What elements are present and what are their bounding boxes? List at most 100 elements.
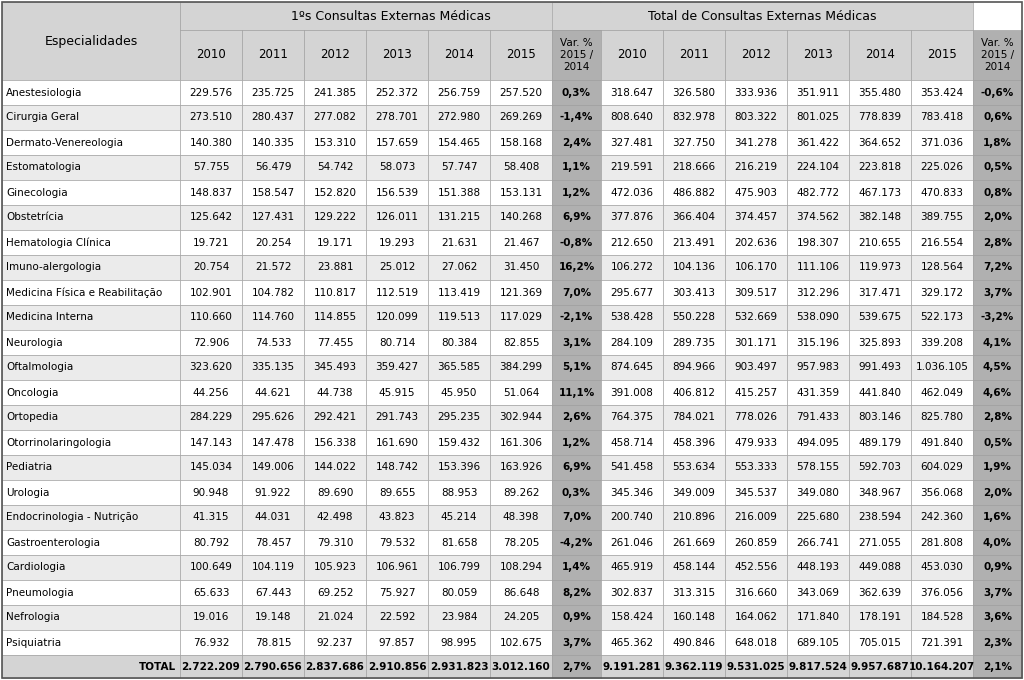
- Bar: [242, 380, 304, 405]
- Text: 903.497: 903.497: [734, 362, 777, 373]
- Text: 327.750: 327.750: [673, 137, 716, 148]
- Bar: [973, 505, 1022, 530]
- Text: 361.422: 361.422: [797, 137, 840, 148]
- Text: 89.262: 89.262: [503, 488, 540, 498]
- Bar: [366, 355, 428, 380]
- Bar: [601, 105, 663, 130]
- Text: 479.933: 479.933: [734, 437, 777, 447]
- Text: Psiquiatria: Psiquiatria: [6, 638, 61, 647]
- Bar: [552, 455, 601, 480]
- Bar: [849, 80, 911, 105]
- Bar: [552, 405, 601, 430]
- Text: 280.437: 280.437: [252, 112, 295, 122]
- Bar: [973, 80, 1022, 105]
- Text: 2,1%: 2,1%: [983, 662, 1012, 672]
- Text: 808.640: 808.640: [610, 112, 653, 122]
- Bar: [428, 30, 490, 80]
- Bar: [242, 280, 304, 305]
- Bar: [973, 205, 1022, 230]
- Text: 1,2%: 1,2%: [562, 437, 591, 447]
- Text: 4,1%: 4,1%: [983, 337, 1012, 347]
- Text: 216.009: 216.009: [734, 513, 777, 522]
- Bar: [304, 505, 366, 530]
- Bar: [601, 255, 663, 280]
- Text: 721.391: 721.391: [921, 638, 964, 647]
- Bar: [911, 480, 973, 505]
- Text: 21.024: 21.024: [316, 613, 353, 622]
- Bar: [849, 505, 911, 530]
- Bar: [180, 180, 242, 205]
- Bar: [180, 305, 242, 330]
- Bar: [787, 605, 849, 630]
- Text: 284.229: 284.229: [189, 413, 232, 422]
- Bar: [490, 380, 552, 405]
- Bar: [490, 505, 552, 530]
- Text: 80.792: 80.792: [193, 537, 229, 547]
- Bar: [725, 330, 787, 355]
- Bar: [366, 630, 428, 655]
- Bar: [242, 105, 304, 130]
- Text: 78.205: 78.205: [503, 537, 540, 547]
- Bar: [973, 380, 1022, 405]
- Text: 266.741: 266.741: [797, 537, 840, 547]
- Text: 2.790.656: 2.790.656: [244, 662, 302, 672]
- Bar: [973, 105, 1022, 130]
- Bar: [601, 455, 663, 480]
- Bar: [601, 530, 663, 555]
- Bar: [180, 405, 242, 430]
- Bar: [601, 655, 663, 678]
- Text: 117.029: 117.029: [500, 313, 543, 322]
- Bar: [490, 305, 552, 330]
- Bar: [428, 305, 490, 330]
- Text: 2013: 2013: [803, 48, 833, 61]
- Text: 415.257: 415.257: [734, 388, 777, 398]
- Bar: [552, 180, 601, 205]
- Bar: [428, 405, 490, 430]
- Bar: [725, 30, 787, 80]
- Bar: [787, 405, 849, 430]
- Bar: [849, 30, 911, 80]
- Bar: [490, 630, 552, 655]
- Bar: [428, 180, 490, 205]
- Bar: [242, 655, 304, 678]
- Bar: [911, 430, 973, 455]
- Text: 371.036: 371.036: [921, 137, 964, 148]
- Bar: [490, 255, 552, 280]
- Text: 764.375: 764.375: [610, 413, 653, 422]
- Text: 359.427: 359.427: [376, 362, 419, 373]
- Text: 148.742: 148.742: [376, 462, 419, 473]
- Bar: [849, 205, 911, 230]
- Bar: [787, 455, 849, 480]
- Text: 149.006: 149.006: [252, 462, 295, 473]
- Bar: [849, 430, 911, 455]
- Bar: [2, 430, 180, 455]
- Text: 79.310: 79.310: [316, 537, 353, 547]
- Bar: [601, 155, 663, 180]
- Text: 9.957.687: 9.957.687: [851, 662, 909, 672]
- Bar: [490, 405, 552, 430]
- Text: 317.471: 317.471: [858, 288, 901, 298]
- Bar: [663, 655, 725, 678]
- Text: 278.701: 278.701: [376, 112, 419, 122]
- Bar: [428, 655, 490, 678]
- Bar: [242, 230, 304, 255]
- Text: 301.171: 301.171: [734, 337, 777, 347]
- Bar: [366, 430, 428, 455]
- Bar: [304, 405, 366, 430]
- Text: 329.172: 329.172: [921, 288, 964, 298]
- Bar: [601, 630, 663, 655]
- Text: 1,4%: 1,4%: [562, 562, 591, 573]
- Text: 553.333: 553.333: [734, 462, 777, 473]
- Bar: [180, 480, 242, 505]
- Bar: [601, 555, 663, 580]
- Text: 269.269: 269.269: [500, 112, 543, 122]
- Bar: [911, 455, 973, 480]
- Text: 538.428: 538.428: [610, 313, 653, 322]
- Text: 140.380: 140.380: [189, 137, 232, 148]
- Bar: [725, 455, 787, 480]
- Text: 874.645: 874.645: [610, 362, 653, 373]
- Bar: [911, 330, 973, 355]
- Text: 825.780: 825.780: [921, 413, 964, 422]
- Text: 538.090: 538.090: [797, 313, 840, 322]
- Bar: [180, 330, 242, 355]
